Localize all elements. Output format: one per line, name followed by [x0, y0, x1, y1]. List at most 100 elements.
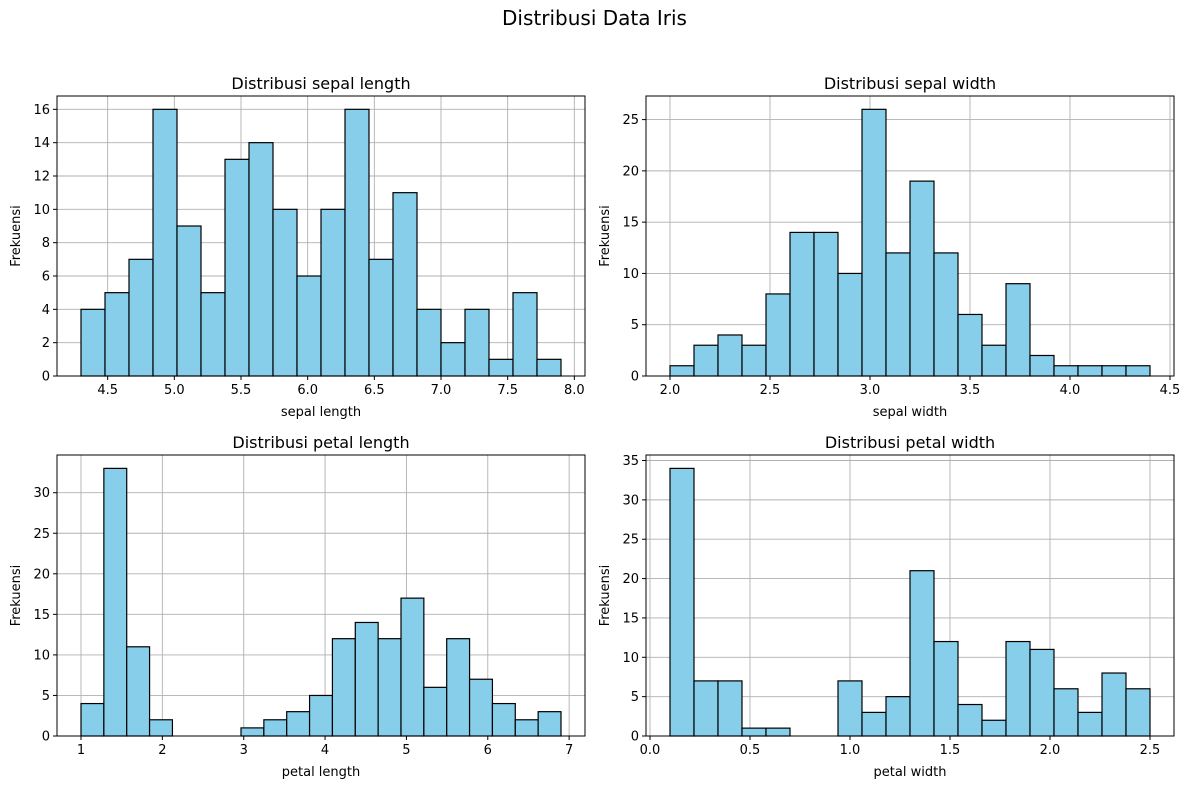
- y-tick-label: 12: [33, 170, 50, 185]
- histogram-bar: [717, 680, 743, 737]
- histogram-bar: [1125, 365, 1151, 377]
- y-tick-label: 8: [42, 236, 50, 251]
- histogram-bar: [491, 702, 516, 737]
- histogram-bar: [741, 727, 767, 737]
- y-axis-label: Frekuensi: [598, 565, 613, 627]
- histogram-bar: [885, 252, 911, 377]
- histogram-bar: [512, 292, 538, 377]
- histogram-bar: [200, 292, 226, 377]
- histogram-bar: [248, 142, 274, 377]
- histogram-bar: [1005, 640, 1031, 737]
- y-tick-label: 35: [622, 454, 639, 469]
- y-tick-label: 30: [33, 486, 50, 501]
- histogram-bar: [272, 208, 298, 377]
- histogram-bar: [693, 680, 719, 737]
- histogram-bar: [400, 597, 425, 737]
- y-tick-label: 14: [33, 136, 50, 151]
- histogram-bar: [536, 358, 562, 377]
- histogram-bar: [240, 727, 265, 737]
- y-axis-label: Frekuensi: [598, 205, 613, 267]
- histogram-bar: [104, 292, 130, 377]
- y-axis-label: Frekuensi: [9, 205, 24, 267]
- histogram-bar: [128, 258, 154, 377]
- histogram-bar: [263, 719, 288, 737]
- x-tick-label: 5.0: [164, 383, 185, 398]
- histogram-bar: [837, 272, 863, 377]
- histogram-bar: [909, 180, 935, 377]
- histogram-bar: [286, 711, 311, 737]
- histogram-bar: [377, 638, 402, 737]
- subplot-sepal-length: 4.5 5.0 5.5 6.0 6.5 7.0 7.5 8.0 0 2 4 6 8 10 12 14 16 Dis…: [9, 74, 586, 420]
- histogram-bar: [344, 108, 370, 377]
- histogram-bar: [933, 252, 959, 377]
- x-tick-label: 7: [565, 743, 573, 758]
- x-tick-label: 6: [484, 743, 492, 758]
- x-axis-label: sepal width: [873, 405, 948, 420]
- x-tick-label: 2.5: [1140, 743, 1161, 758]
- x-tick-label: 1.5: [940, 743, 961, 758]
- subplot-petal-width: 0.0 0.5 1.0 1.5 2.0 2.5 0 5 10 15 20 25 30 35 Distribu…: [598, 433, 1175, 780]
- histogram-bar: [957, 313, 983, 377]
- histogram-bar: [693, 344, 719, 377]
- x-tick-label: 4: [321, 743, 329, 758]
- y-tick-label: 0: [42, 370, 50, 385]
- histogram-bar: [224, 158, 250, 377]
- histogram-bar: [1029, 648, 1055, 737]
- x-tick-label: 7.0: [431, 383, 452, 398]
- histogram-bar: [981, 344, 1007, 377]
- x-tick-label: 6.0: [297, 383, 318, 398]
- y-tick-label: 6: [42, 270, 50, 285]
- histogram-bar: [837, 680, 863, 737]
- histogram-bar: [296, 275, 322, 377]
- histogram-bar: [789, 231, 815, 377]
- histogram-bar: [320, 208, 346, 377]
- subplot-title: Distribusi petal width: [825, 433, 995, 452]
- histogram-bar: [1077, 711, 1103, 737]
- histogram-bar: [308, 694, 334, 737]
- histogram-bar: [464, 308, 490, 377]
- y-tick-label: 0: [42, 730, 50, 745]
- figure-title: Distribusi Data Iris: [502, 6, 687, 30]
- histogram-bar: [514, 719, 539, 737]
- y-tick-label: 5: [631, 318, 639, 333]
- histogram-bar: [468, 678, 494, 737]
- y-tick-label: 4: [42, 303, 50, 318]
- x-tick-label: 2.0: [660, 383, 681, 398]
- histogram-bar: [148, 719, 174, 737]
- y-tick-label: 25: [622, 533, 639, 548]
- histogram-bar: [1101, 672, 1127, 737]
- y-tick-label: 0: [631, 730, 639, 745]
- histogram-bar: [717, 334, 743, 377]
- histogram-bar: [1029, 354, 1055, 377]
- x-tick-label: 2.5: [760, 383, 781, 398]
- histogram-bar: [813, 231, 839, 377]
- histogram-bar: [1053, 688, 1079, 737]
- x-axis-label: petal width: [874, 765, 947, 780]
- subplot-title: Distribusi sepal width: [824, 74, 996, 93]
- y-tick-label: 20: [622, 572, 639, 587]
- x-axis-label: petal length: [282, 765, 361, 780]
- subplot-title: Distribusi petal length: [232, 433, 409, 452]
- axes-frame: [645, 95, 1175, 377]
- subplot-title: Distribusi sepal length: [231, 74, 410, 93]
- histogram-bar: [909, 570, 935, 737]
- histogram-bar: [80, 702, 105, 737]
- x-tick-label: 3: [240, 743, 248, 758]
- histogram-bar: [1005, 283, 1031, 377]
- histogram-bar: [1125, 688, 1151, 737]
- axes-frame: [645, 454, 1175, 737]
- x-tick-label: 2: [158, 743, 166, 758]
- axes-frame: [56, 95, 586, 377]
- histogram-bar: [765, 727, 791, 737]
- x-axis-label: sepal length: [281, 405, 361, 420]
- x-tick-label: 5: [402, 743, 410, 758]
- y-tick-label: 0: [631, 370, 639, 385]
- x-tick-label: 1: [77, 743, 85, 758]
- subplot-sepal-width: 2.0 2.5 3.0 3.5 4.0 4.5 0 5 10 15 20 25 Distribusi s…: [598, 74, 1180, 420]
- histogram-bar: [741, 344, 767, 377]
- histogram-bar: [368, 258, 394, 377]
- histogram-bar: [1077, 365, 1103, 377]
- x-tick-label: 5.5: [231, 383, 252, 398]
- subplot-petal-length: 1 2 3 4 5 6 7 0 5 10 15 20 25 30 Distribusi petal leng…: [9, 433, 586, 780]
